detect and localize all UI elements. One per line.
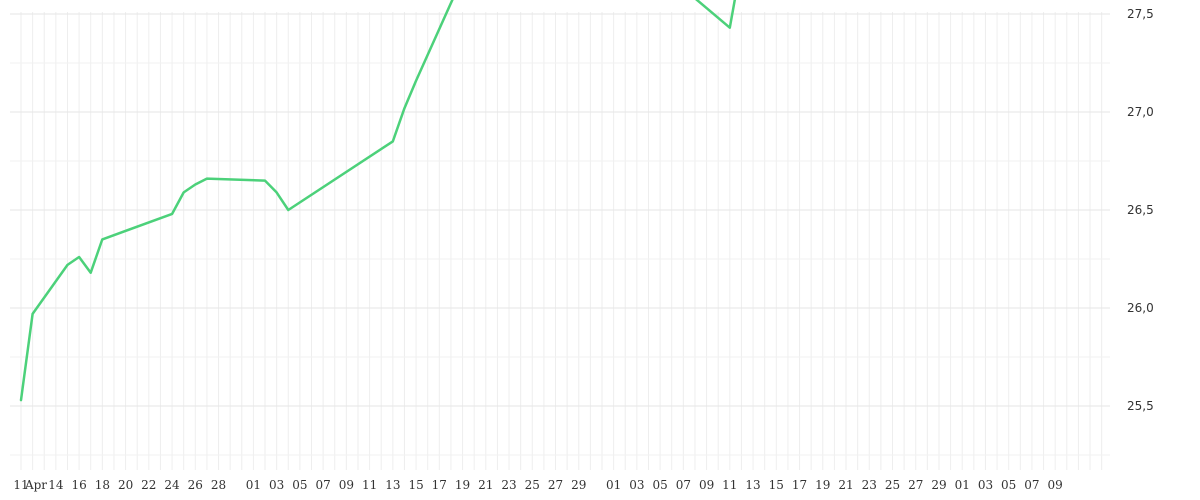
x-tick-label: 15 <box>769 478 784 492</box>
y-tick-label: 27,5 <box>1127 7 1154 21</box>
x-tick-label: 11 <box>13 478 28 492</box>
x-tick-label: 21 <box>838 478 853 492</box>
x-tick-label: 13 <box>385 478 400 492</box>
x-tick-label: 17 <box>432 478 447 492</box>
x-tick-label: 21 <box>478 478 493 492</box>
x-tick-label: 07 <box>315 478 330 492</box>
x-tick-label: 27 <box>548 478 563 492</box>
x-tick-label: 09 <box>339 478 354 492</box>
x-tick-label: 13 <box>745 478 760 492</box>
x-tick-label: 03 <box>629 478 644 492</box>
x-tick-label: 11 <box>722 478 737 492</box>
x-tick-label: 07 <box>1024 478 1039 492</box>
x-tick-label: 17 <box>792 478 807 492</box>
y-tick-label: 27,0 <box>1127 105 1154 119</box>
x-tick-label: 14 <box>48 478 64 492</box>
x-tick-label: 29 <box>931 478 946 492</box>
series-points <box>20 27 730 401</box>
y-tick-label: 26,5 <box>1127 203 1154 217</box>
x-tick-label: 20 <box>118 478 133 492</box>
x-tick-label: Apr <box>24 478 47 492</box>
x-tick-label: 25 <box>525 478 540 492</box>
x-tick-label: 05 <box>292 478 307 492</box>
x-tick-label: 28 <box>211 478 226 492</box>
x-tick-label: 01 <box>606 478 621 492</box>
x-tick-label: 18 <box>95 478 110 492</box>
x-tick-label: 22 <box>141 478 156 492</box>
x-tick-label: 05 <box>652 478 667 492</box>
x-tick-label: 05 <box>1001 478 1016 492</box>
x-tick-label: 25 <box>885 478 900 492</box>
x-tick-label: 19 <box>815 478 830 492</box>
x-tick-label: 27 <box>908 478 923 492</box>
y-tick-label: 26,0 <box>1127 301 1154 315</box>
x-tick-label: 19 <box>455 478 470 492</box>
x-tick-label: 26 <box>188 478 203 492</box>
x-tick-label: 23 <box>862 478 877 492</box>
x-tick-label: 15 <box>408 478 423 492</box>
x-tick-label: 16 <box>71 478 86 492</box>
x-tick-label: 01 <box>246 478 261 492</box>
y-axis-ticks: 25,526,026,527,027,528,028,529,0 <box>1127 7 1154 413</box>
grid <box>10 12 1110 470</box>
x-tick-label: 09 <box>699 478 714 492</box>
x-tick-label: 24 <box>164 478 180 492</box>
x-tick-label: 23 <box>501 478 516 492</box>
x-tick-label: 03 <box>269 478 284 492</box>
series-line <box>19 0 737 402</box>
y-tick-label: 25,5 <box>1127 399 1154 413</box>
x-tick-label: 09 <box>1048 478 1063 492</box>
x-tick-label: 29 <box>571 478 586 492</box>
x-tick-label: 07 <box>676 478 691 492</box>
x-tick-label: 03 <box>978 478 993 492</box>
x-tick-label: 01 <box>955 478 970 492</box>
x-tick-label: 11 <box>362 478 377 492</box>
